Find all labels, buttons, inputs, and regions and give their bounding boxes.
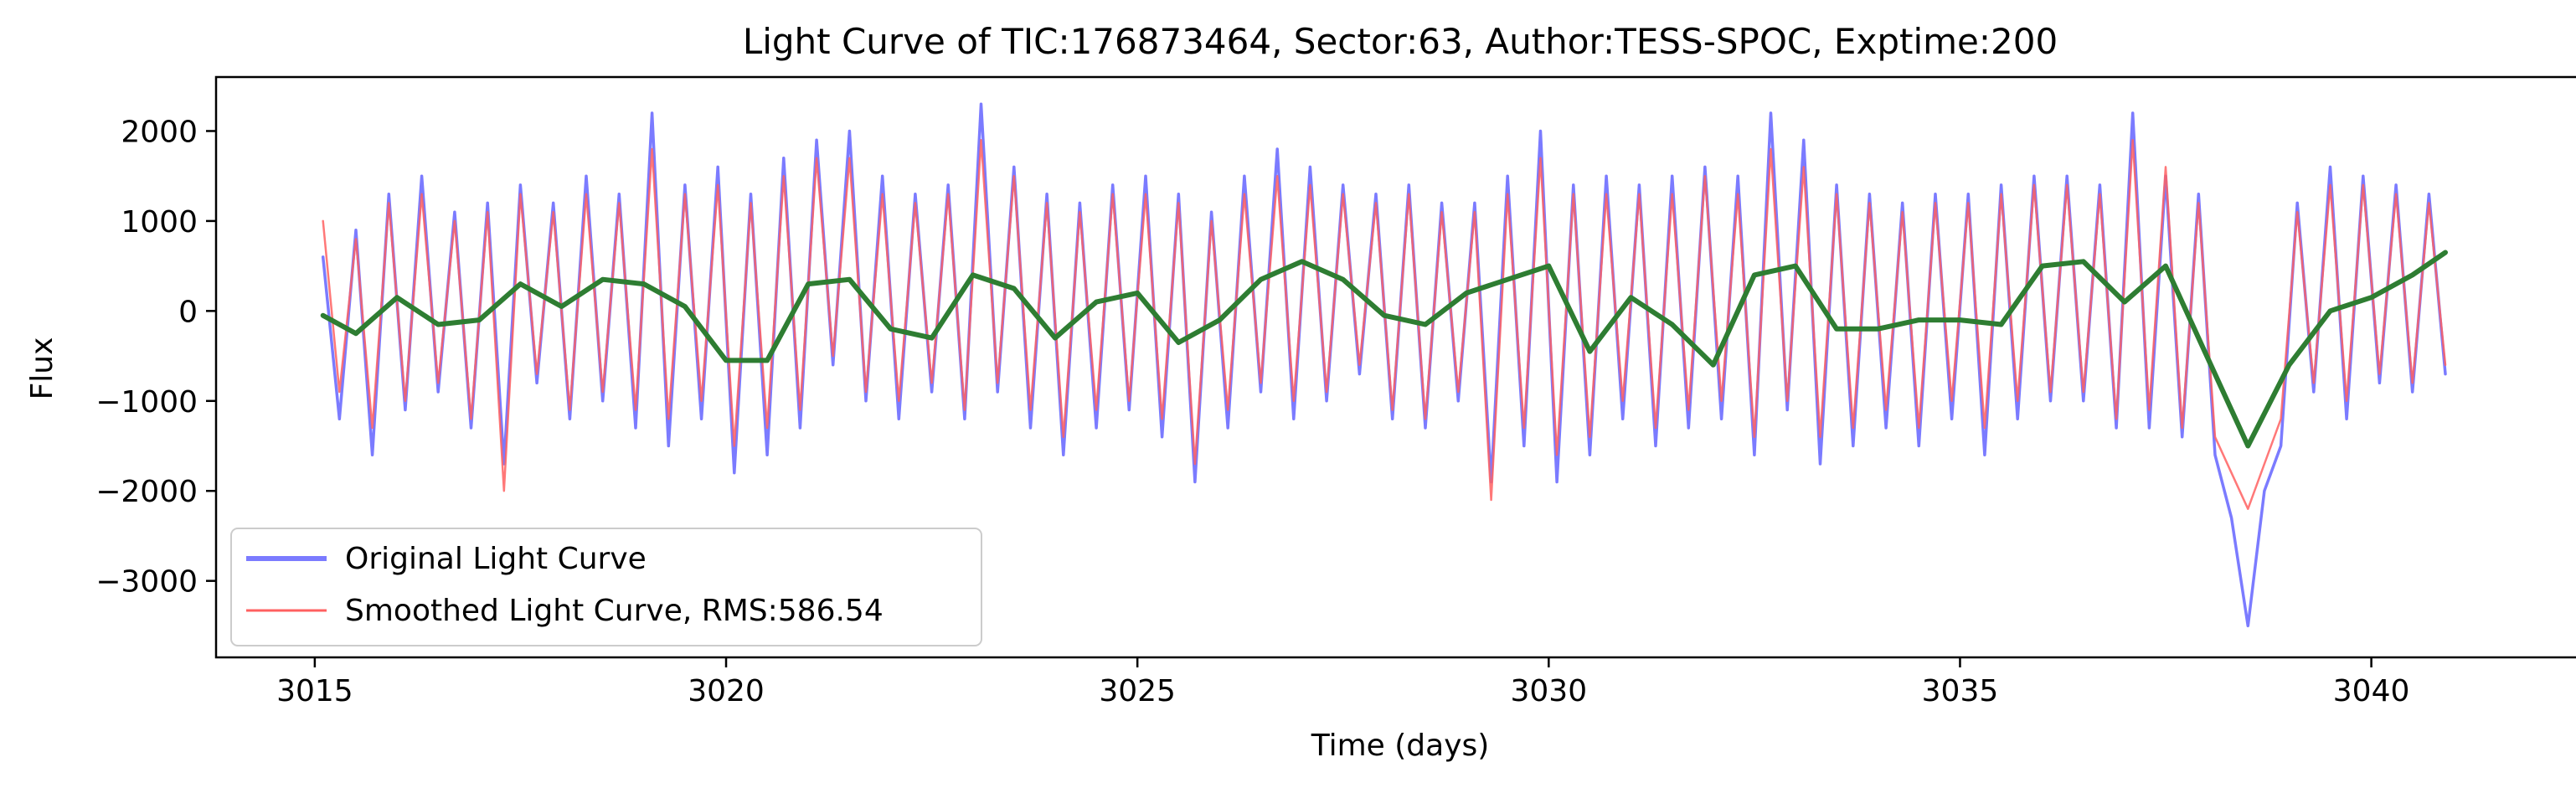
y-tick-label: 0 <box>178 295 198 329</box>
series-line-trend <box>320 250 2448 449</box>
x-tick-label: 3040 <box>2333 674 2410 708</box>
y-tick-label: −2000 <box>95 475 198 509</box>
legend-box <box>230 528 982 646</box>
x-tick-label: 3025 <box>1099 674 1176 708</box>
y-axis-label: Flux <box>25 337 59 400</box>
y-axis-ticks: −3000 −2000 −1000 0 1000 2000 <box>95 115 216 600</box>
legend-label-smoothed: Smoothed Light Curve, RMS:586.54 <box>345 594 884 628</box>
legend-label-original: Original Light Curve <box>345 542 647 576</box>
chart-title: Light Curve of TIC:176873464, Sector:63,… <box>743 21 2058 62</box>
y-tick-label: 2000 <box>121 115 198 149</box>
x-axis-label: Time (days) <box>1311 729 1490 763</box>
y-tick-label: −1000 <box>95 385 198 420</box>
x-tick-label: 3020 <box>688 674 765 708</box>
x-axis-ticks: 3015 3020 3025 3030 3035 3040 <box>276 657 2409 708</box>
series-line-noisy-smoothed <box>322 138 2447 510</box>
x-tick-label: 3035 <box>1922 674 1999 708</box>
y-tick-label: −3000 <box>95 565 198 600</box>
x-tick-label: 3030 <box>1511 674 1588 708</box>
x-tick-label: 3015 <box>276 674 353 708</box>
plot-series <box>320 102 2448 628</box>
axes-frame <box>214 75 2576 659</box>
legend: Original Light Curve Smoothed Light Curv… <box>230 528 982 646</box>
y-tick-label: 1000 <box>121 205 198 239</box>
